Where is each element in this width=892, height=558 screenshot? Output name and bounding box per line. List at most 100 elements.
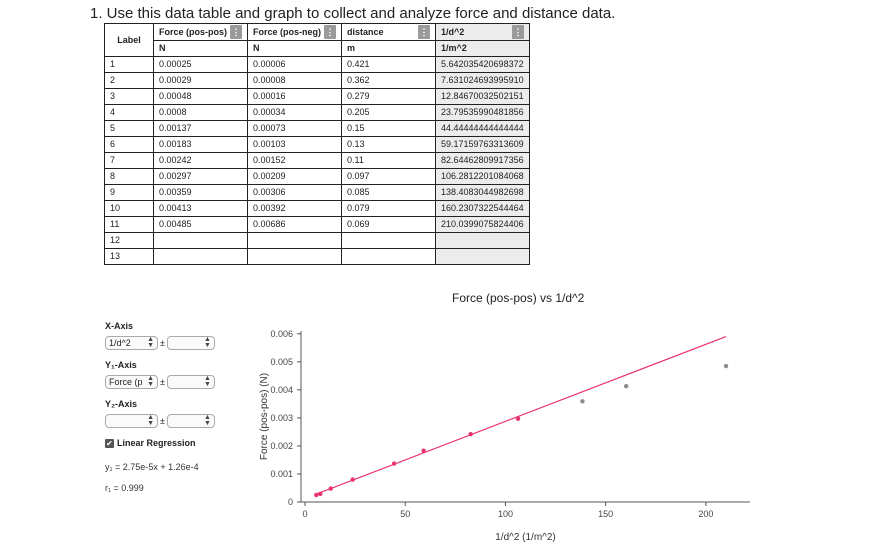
- data-cell[interactable]: 0.362: [341, 72, 436, 89]
- row-label-cell[interactable]: 7: [104, 152, 154, 169]
- data-cell[interactable]: 0.00183: [153, 136, 248, 153]
- y2-axis-error-select[interactable]: ▲ ▼: [166, 414, 215, 428]
- x-axis-error-select[interactable]: ▲ ▼: [166, 336, 215, 350]
- data-cell[interactable]: 0.00073: [247, 120, 342, 137]
- data-cell[interactable]: 0.00392: [247, 200, 342, 217]
- data-cell[interactable]: 0.069: [341, 216, 436, 233]
- data-cell[interactable]: 0.00034: [247, 104, 342, 121]
- data-cell[interactable]: 0.00297: [153, 168, 248, 185]
- row-label-cell[interactable]: 9: [104, 184, 154, 201]
- data-cell[interactable]: 0.079: [341, 200, 436, 217]
- select-arrows-icon: ▲ ▼: [147, 375, 154, 388]
- row-label-cell[interactable]: 10: [104, 200, 154, 217]
- y-tick-label: 0.003: [270, 413, 293, 423]
- data-cell[interactable]: 0.421: [341, 56, 436, 73]
- x-axis-control: X-Axis 1/d^2 ▲ ▼ ± ▲ ▼: [105, 321, 215, 350]
- regression-equation: y₁ = 2.75e-5x + 1.26e-4: [105, 462, 199, 472]
- data-cell[interactable]: 0.00137: [153, 120, 248, 137]
- unit-cell[interactable]: N: [247, 40, 342, 57]
- data-cell[interactable]: 0.0008: [153, 104, 248, 121]
- data-cell[interactable]: 106.2812201084068: [435, 168, 530, 185]
- data-cell[interactable]: 210.0399075824406: [435, 216, 530, 233]
- row-label-cell[interactable]: 8: [104, 168, 154, 185]
- data-cell[interactable]: 0.00103: [247, 136, 342, 153]
- data-cell[interactable]: 0.00359: [153, 184, 248, 201]
- column-header-inv-d2[interactable]: 1/d^2 ⋮: [435, 23, 530, 41]
- data-cell[interactable]: 0.00016: [247, 88, 342, 105]
- x-axis-label: 1/d^2 (1/m^2): [495, 532, 556, 543]
- x-axis-select[interactable]: 1/d^2 ▲ ▼: [105, 336, 158, 350]
- data-cell[interactable]: 7.631024693995910: [435, 72, 530, 89]
- data-cell[interactable]: [247, 248, 342, 265]
- data-cell[interactable]: 0.00008: [247, 72, 342, 89]
- column-header-force-pos-neg[interactable]: Force (pos-neg) ⋮: [247, 23, 342, 41]
- data-cell[interactable]: 23.79535990481856: [435, 104, 530, 121]
- data-cell[interactable]: 59.17159763313609: [435, 136, 530, 153]
- row-label-cell[interactable]: 3: [104, 88, 154, 105]
- data-cell[interactable]: 0.15: [341, 120, 436, 137]
- data-cell[interactable]: 0.00048: [153, 88, 248, 105]
- data-cell[interactable]: 44.44444444444444: [435, 120, 530, 137]
- excluded-data-point: [723, 363, 729, 369]
- data-cell[interactable]: 0.00006: [247, 56, 342, 73]
- data-cell[interactable]: [341, 248, 436, 265]
- y1-axis-error-select[interactable]: ▲ ▼: [166, 375, 215, 389]
- data-cell[interactable]: 0.00306: [247, 184, 342, 201]
- data-cell[interactable]: 0.00152: [247, 152, 342, 169]
- row-label-cell[interactable]: 12: [104, 232, 154, 249]
- data-cell[interactable]: 0.00485: [153, 216, 248, 233]
- data-cell[interactable]: 0.00209: [247, 168, 342, 185]
- data-cell[interactable]: 138.4083044982698: [435, 184, 530, 201]
- data-cell[interactable]: [341, 232, 436, 249]
- data-cell[interactable]: 12.84670032502151: [435, 88, 530, 105]
- data-cell[interactable]: [247, 232, 342, 249]
- data-cell[interactable]: 0.085: [341, 184, 436, 201]
- column-menu-icon[interactable]: ⋮: [418, 25, 430, 39]
- data-cell[interactable]: 0.279: [341, 88, 436, 105]
- data-cell[interactable]: 82.64462809917356: [435, 152, 530, 169]
- table-row: 5 0.00137 0.00073 0.15 44.44444444444444: [104, 120, 530, 137]
- data-cell[interactable]: 0.097: [341, 168, 436, 185]
- row-label-cell[interactable]: 11: [104, 216, 154, 233]
- data-cell[interactable]: [153, 248, 248, 265]
- data-cell[interactable]: [153, 232, 248, 249]
- data-cell[interactable]: 0.11: [341, 152, 436, 169]
- checkmark-icon[interactable]: ✔: [105, 438, 114, 448]
- row-label-cell[interactable]: 5: [104, 120, 154, 137]
- column-header-distance[interactable]: distance ⋮: [341, 23, 436, 41]
- data-cell[interactable]: 0.00029: [153, 72, 248, 89]
- column-menu-icon[interactable]: ⋮: [512, 25, 524, 39]
- y2-axis-select[interactable]: ▲ ▼: [105, 414, 158, 428]
- y-tick-label: 0.002: [270, 441, 293, 451]
- data-cell[interactable]: [435, 248, 530, 265]
- unit-cell[interactable]: 1/m^2: [435, 40, 530, 57]
- row-label-cell[interactable]: 1: [104, 56, 154, 73]
- data-point: [468, 431, 473, 437]
- data-cell[interactable]: 0.00686: [247, 216, 342, 233]
- chart-title: Force (pos-pos) vs 1/d^2: [452, 291, 585, 305]
- row-label-cell[interactable]: 4: [104, 104, 154, 121]
- unit-cell[interactable]: N: [153, 40, 248, 57]
- row-label-cell[interactable]: 13: [104, 248, 154, 265]
- data-cell[interactable]: 160.2307322544464: [435, 200, 530, 217]
- data-cell[interactable]: [435, 232, 530, 249]
- table-row: 8 0.00297 0.00209 0.097 106.2812201084068: [104, 168, 530, 185]
- select-arrows-icon: ▲ ▼: [204, 375, 211, 388]
- table-row: 11 0.00485 0.00686 0.069 210.0399075824406: [104, 216, 530, 233]
- data-cell[interactable]: 5.642035420698372: [435, 56, 530, 73]
- unit-cell[interactable]: m: [341, 40, 436, 57]
- data-cell[interactable]: 0.205: [341, 104, 436, 121]
- data-cell[interactable]: 0.00413: [153, 200, 248, 217]
- row-label-cell[interactable]: 6: [104, 136, 154, 153]
- plus-minus-label: ±: [160, 416, 165, 426]
- row-label-cell[interactable]: 2: [104, 72, 154, 89]
- column-menu-icon[interactable]: ⋮: [230, 25, 242, 39]
- data-cell[interactable]: 0.00242: [153, 152, 248, 169]
- column-menu-icon[interactable]: ⋮: [324, 25, 336, 39]
- y1-axis-select[interactable]: Force (p ▲ ▼: [105, 375, 158, 389]
- linear-regression-toggle[interactable]: ✔ Linear Regression: [105, 438, 196, 448]
- data-cell[interactable]: 0.00025: [153, 56, 248, 73]
- column-header-force-pos-pos[interactable]: Force (pos-pos) ⋮: [153, 23, 248, 41]
- data-cell[interactable]: 0.13: [341, 136, 436, 153]
- x-tick-label: 0: [303, 509, 308, 519]
